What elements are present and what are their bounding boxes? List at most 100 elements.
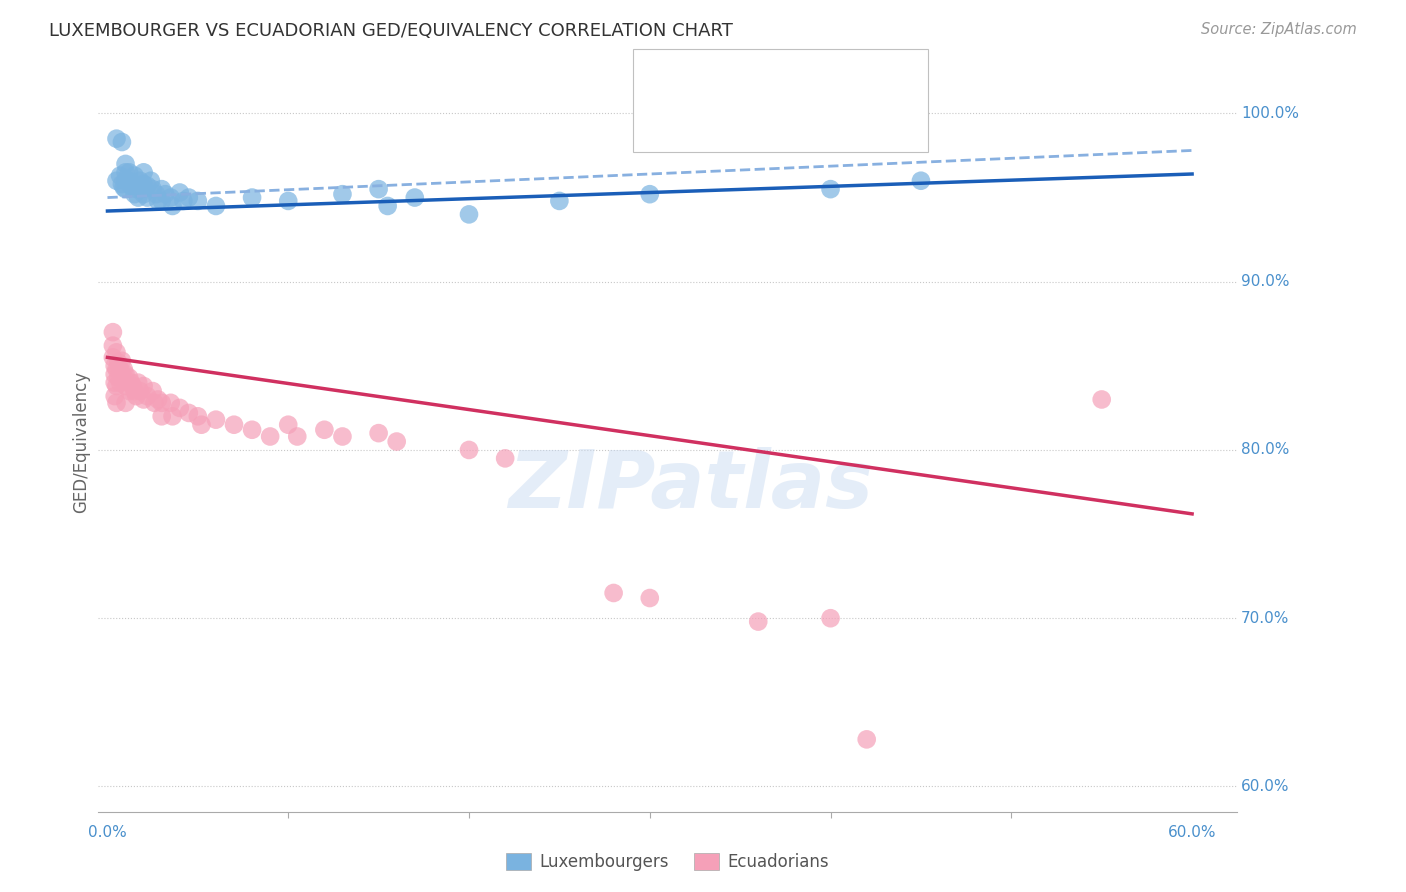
Point — [124, 384, 146, 398]
Text: R =: R = — [696, 114, 735, 132]
Point — [377, 199, 399, 213]
Point — [118, 174, 141, 188]
Point — [121, 379, 143, 393]
Point — [127, 376, 149, 390]
Point — [142, 384, 165, 398]
Point — [118, 370, 141, 384]
Point — [332, 429, 354, 443]
Point — [111, 135, 134, 149]
Point — [177, 406, 200, 420]
Point — [129, 174, 152, 188]
Point — [314, 423, 336, 437]
Text: 0.120: 0.120 — [735, 69, 792, 87]
Point — [150, 396, 173, 410]
Point — [277, 194, 299, 208]
Point — [259, 429, 281, 443]
Point — [1091, 392, 1114, 407]
Point — [105, 131, 128, 145]
Text: 60.0%: 60.0% — [1168, 825, 1216, 840]
Point — [124, 169, 146, 183]
Point — [132, 187, 155, 202]
Point — [146, 392, 169, 407]
Point — [385, 434, 408, 449]
Point — [150, 194, 173, 208]
Point — [124, 187, 146, 202]
Point — [150, 182, 173, 196]
Point — [114, 379, 136, 393]
Point — [222, 417, 245, 432]
Point — [458, 207, 481, 221]
Point — [162, 199, 184, 213]
Legend: Luxembourgers, Ecuadorians: Luxembourgers, Ecuadorians — [499, 846, 837, 878]
Text: ZIPatlas: ZIPatlas — [508, 447, 873, 525]
Point — [127, 190, 149, 204]
Point — [114, 165, 136, 179]
Point — [118, 384, 141, 398]
Point — [747, 615, 769, 629]
Point — [104, 376, 127, 390]
Point — [638, 591, 661, 605]
Point — [146, 194, 169, 208]
Point — [105, 362, 128, 376]
Text: 0.0%: 0.0% — [89, 825, 127, 840]
Point — [205, 199, 228, 213]
Point — [120, 178, 142, 193]
Point — [638, 187, 661, 202]
Point — [108, 376, 131, 390]
Text: -0.161: -0.161 — [735, 114, 800, 132]
Point — [404, 190, 426, 204]
Point — [205, 412, 228, 426]
Point — [105, 345, 128, 359]
Point — [155, 187, 177, 202]
Point — [105, 396, 128, 410]
Point — [162, 409, 184, 424]
Text: R =: R = — [696, 69, 735, 87]
Point — [101, 325, 124, 339]
Point — [132, 379, 155, 393]
Text: 52: 52 — [844, 69, 869, 87]
Point — [111, 368, 134, 382]
Point — [150, 409, 173, 424]
Text: N =: N = — [804, 69, 844, 87]
Text: 70.0%: 70.0% — [1241, 611, 1289, 625]
Text: Source: ZipAtlas.com: Source: ZipAtlas.com — [1201, 22, 1357, 37]
Point — [107, 355, 129, 369]
Point — [855, 732, 877, 747]
Point — [114, 368, 136, 382]
Point — [132, 165, 155, 179]
Point — [332, 187, 354, 202]
Point — [132, 392, 155, 407]
Point — [112, 362, 135, 376]
Point — [104, 359, 127, 373]
Point — [114, 174, 136, 188]
Text: 60.0%: 60.0% — [1241, 779, 1289, 794]
Point — [240, 423, 263, 437]
Point — [602, 586, 624, 600]
Point — [131, 182, 153, 196]
Point — [114, 396, 136, 410]
Point — [125, 182, 148, 196]
Y-axis label: GED/Equivalency: GED/Equivalency — [72, 370, 90, 513]
Point — [114, 182, 136, 196]
Point — [101, 338, 124, 352]
Point — [139, 174, 162, 188]
Point — [120, 376, 142, 390]
Point — [187, 194, 209, 208]
Point — [145, 187, 167, 202]
Point — [129, 384, 152, 398]
Point — [367, 426, 389, 441]
Point — [494, 451, 516, 466]
Point — [820, 611, 842, 625]
Text: 80.0%: 80.0% — [1241, 442, 1289, 458]
Point — [548, 194, 571, 208]
Point — [101, 351, 124, 365]
Point — [910, 174, 932, 188]
Point — [159, 190, 181, 204]
Point — [136, 190, 159, 204]
Point — [125, 389, 148, 403]
Text: LUXEMBOURGER VS ECUADORIAN GED/EQUIVALENCY CORRELATION CHART: LUXEMBOURGER VS ECUADORIAN GED/EQUIVALEN… — [49, 22, 733, 40]
Point — [187, 409, 209, 424]
Point — [285, 429, 308, 443]
Point — [367, 182, 389, 196]
Point — [132, 177, 155, 191]
